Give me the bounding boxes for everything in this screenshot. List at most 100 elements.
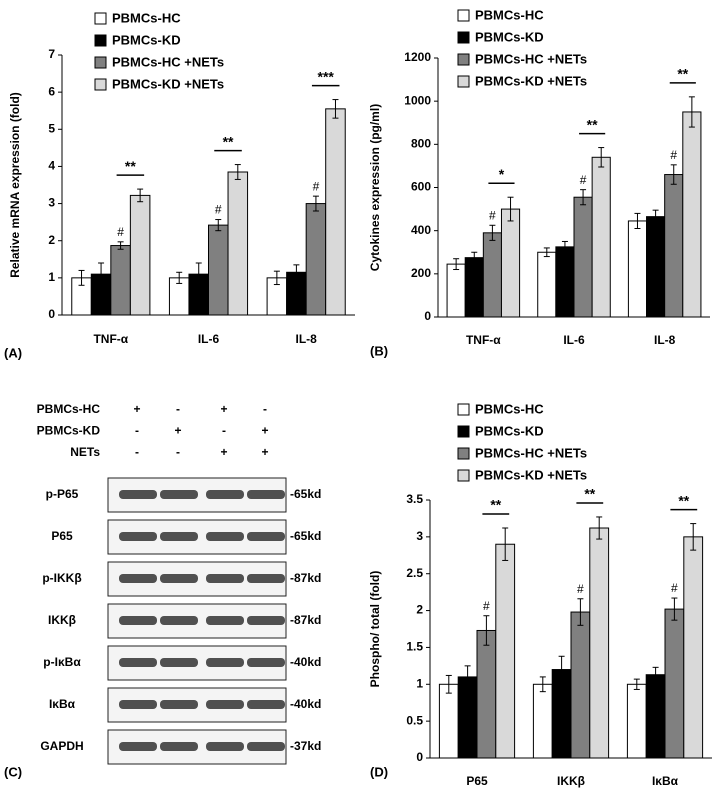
condition-sign: - xyxy=(135,445,139,459)
y-tick-label: 1200 xyxy=(404,50,431,64)
bar xyxy=(110,245,131,316)
bar xyxy=(457,676,478,759)
significance-label: ** xyxy=(587,116,598,132)
blot-band xyxy=(119,574,157,583)
panel-label: (C) xyxy=(4,764,22,779)
error-bar xyxy=(117,241,124,250)
legend-swatch xyxy=(94,56,107,69)
error-bar xyxy=(539,676,546,693)
error-bar xyxy=(464,665,471,689)
legend-swatch xyxy=(457,31,470,44)
significance-label: ** xyxy=(584,486,595,502)
blot-band xyxy=(206,658,244,667)
band-label: p-IKKβ xyxy=(42,571,81,585)
error-bar xyxy=(78,269,85,286)
legend-swatch xyxy=(94,78,107,91)
error-bar xyxy=(580,189,587,206)
band-label: IKKβ xyxy=(48,613,76,627)
error-bar xyxy=(598,147,605,168)
x-tick-label: IL-8 xyxy=(654,333,676,347)
legend-label: PBMCs-KD xyxy=(475,29,544,44)
blot-band xyxy=(119,490,157,499)
y-tick-label: 0 xyxy=(424,309,431,323)
mark-label: # xyxy=(117,225,124,239)
legend-swatch xyxy=(457,75,470,88)
legend-label: PBMCs-KD +NETs xyxy=(475,467,587,482)
bar xyxy=(626,683,647,759)
condition-sign: + xyxy=(261,424,268,438)
y-tick-label: 0 xyxy=(416,750,423,764)
band-size: -40kd xyxy=(290,655,321,669)
y-tick-label: 3 xyxy=(48,196,55,210)
blot-band xyxy=(247,742,285,751)
bar xyxy=(645,674,666,759)
condition-label: PBMCs-HC xyxy=(37,402,101,416)
bar xyxy=(555,246,575,318)
x-tick-label: IL-6 xyxy=(563,333,585,347)
band-label: IκBα xyxy=(49,697,76,711)
band-label: GAPDH xyxy=(40,739,83,753)
bar xyxy=(537,251,557,318)
bar xyxy=(683,536,704,759)
error-bar xyxy=(312,195,319,212)
band-size: -87kd xyxy=(290,571,321,585)
blot-band xyxy=(119,742,157,751)
condition-sign: - xyxy=(176,402,180,416)
error-bar xyxy=(293,264,300,281)
band-size: -65kd xyxy=(290,529,321,543)
bar xyxy=(500,208,521,318)
y-tick-label: 200 xyxy=(411,266,431,280)
y-tick-label: 7 xyxy=(48,47,55,61)
y-tick-label: 1 xyxy=(48,270,55,284)
condition-label: PBMCs-KD xyxy=(37,424,101,438)
bar xyxy=(482,232,502,318)
error-bar xyxy=(332,99,339,119)
bar xyxy=(664,608,685,759)
bar xyxy=(464,257,484,318)
band-size: -40kd xyxy=(290,697,321,711)
y-tick-label: 0.5 xyxy=(406,713,423,727)
error-bar xyxy=(652,666,659,683)
y-tick-label: 5 xyxy=(48,121,55,135)
legend-label: PBMCs-KD xyxy=(475,423,544,438)
blot-band xyxy=(247,532,285,541)
legend-label: PBMCs-KD +NETs xyxy=(112,76,224,91)
band-label: p-P65 xyxy=(46,487,79,501)
bar xyxy=(573,196,593,318)
bar xyxy=(438,683,459,759)
error-bar xyxy=(445,674,452,694)
error-bar xyxy=(234,164,241,180)
significance-label: * xyxy=(499,166,505,182)
mark-label: # xyxy=(483,599,490,613)
error-bar xyxy=(558,655,565,684)
error-bar xyxy=(671,597,678,621)
error-bar xyxy=(670,164,677,185)
condition-sign: + xyxy=(220,402,227,416)
blot-band xyxy=(160,490,198,499)
bar xyxy=(589,527,610,759)
mark-label: # xyxy=(670,148,677,162)
blot-band xyxy=(206,532,244,541)
blot-band xyxy=(247,616,285,625)
y-axis-label: Cytokines expression (pg/ml) xyxy=(368,104,382,271)
bar xyxy=(305,203,327,316)
legend-label: PBMCs-HC +NETs xyxy=(112,54,224,69)
legend-label: PBMCs-HC xyxy=(475,7,544,22)
error-bar xyxy=(652,209,659,224)
y-tick-label: 1 xyxy=(416,676,423,690)
x-tick-label: IκBα xyxy=(652,774,679,788)
condition-sign: + xyxy=(261,445,268,459)
blot-band xyxy=(247,490,285,499)
blot-band xyxy=(206,616,244,625)
bar xyxy=(682,111,702,318)
bar xyxy=(476,629,497,759)
blot-band xyxy=(247,658,285,667)
blot-band xyxy=(160,658,198,667)
y-tick-label: 3.5 xyxy=(406,492,423,506)
error-bar xyxy=(502,527,509,561)
y-tick-label: 3 xyxy=(416,529,423,543)
bar xyxy=(325,108,346,316)
panel-label: (A) xyxy=(4,345,22,360)
significance-label: ** xyxy=(125,158,136,174)
